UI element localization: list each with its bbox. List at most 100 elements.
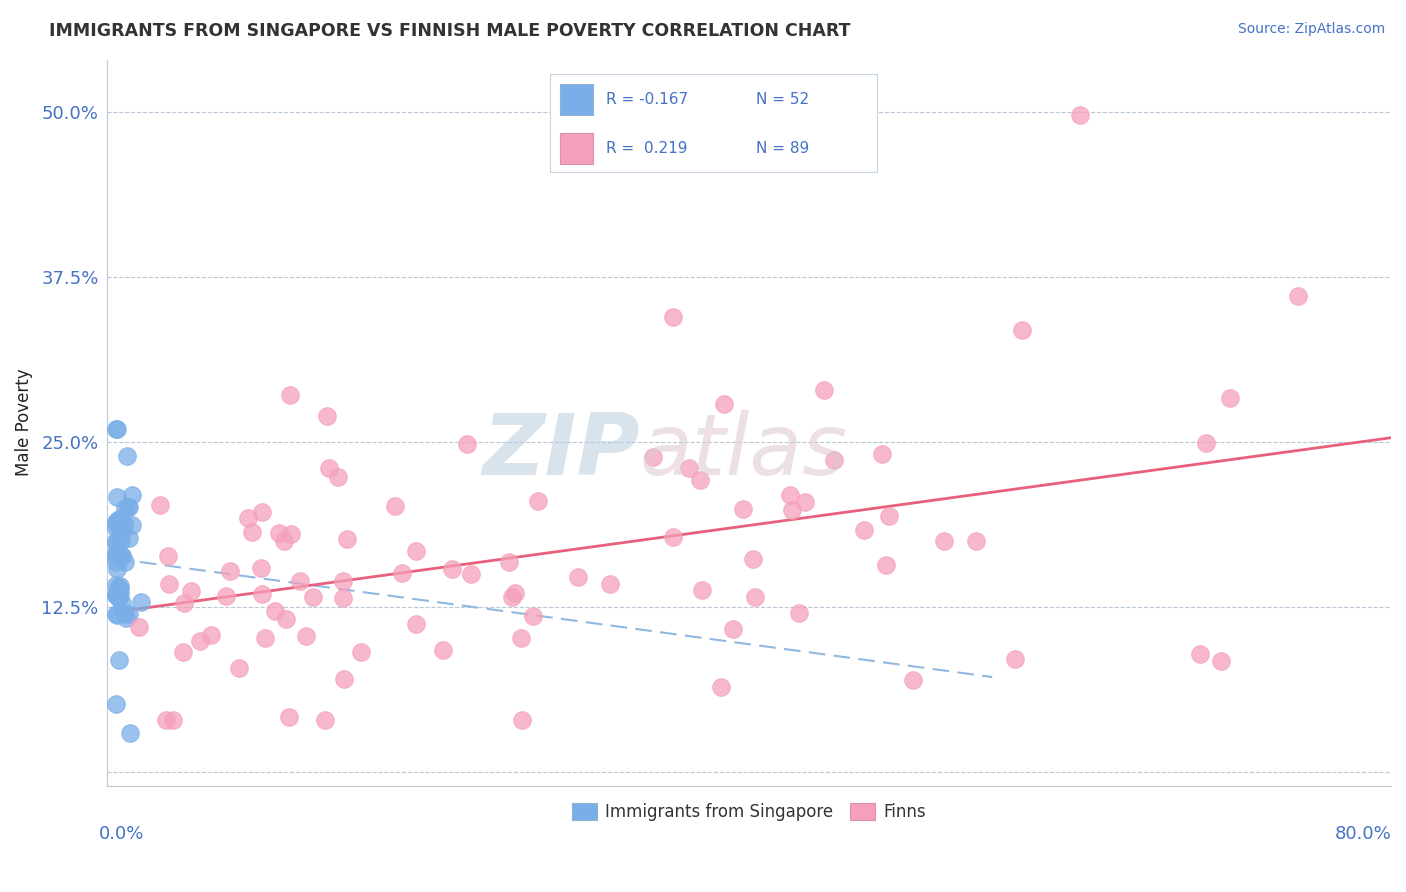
Point: [391, 566, 413, 580]
Point: [1219, 391, 1241, 405]
Point: [315, 713, 337, 727]
Point: [108, 579, 131, 593]
Point: [110, 527, 132, 541]
Point: [780, 503, 803, 517]
Point: [188, 634, 211, 648]
Point: [1194, 436, 1216, 450]
Point: [721, 622, 744, 636]
Point: [731, 501, 754, 516]
Point: [252, 587, 274, 601]
Point: [110, 534, 132, 549]
Point: [384, 499, 406, 513]
Point: [105, 521, 128, 535]
Point: [875, 558, 897, 573]
Point: [503, 585, 526, 599]
Point: [118, 500, 141, 514]
Point: [301, 590, 323, 604]
Point: [793, 495, 815, 509]
Point: [901, 673, 924, 687]
Point: [111, 596, 134, 610]
Point: [180, 583, 202, 598]
Point: [713, 397, 735, 411]
Point: [318, 460, 340, 475]
Point: [108, 547, 131, 561]
Point: [156, 549, 179, 564]
Point: [108, 512, 131, 526]
Point: [510, 631, 533, 645]
Point: [316, 409, 339, 424]
Point: [787, 606, 810, 620]
Point: [155, 713, 177, 727]
Point: [112, 517, 135, 532]
Point: [105, 555, 128, 569]
Point: [104, 534, 127, 549]
Point: [236, 510, 259, 524]
Point: [107, 653, 129, 667]
Point: [121, 518, 143, 533]
Point: [522, 609, 544, 624]
Point: [250, 561, 273, 575]
Point: [678, 461, 700, 475]
Point: [405, 544, 427, 558]
Point: [104, 536, 127, 550]
Point: [112, 516, 135, 530]
Point: [104, 588, 127, 602]
Point: [108, 587, 131, 601]
Point: [172, 645, 194, 659]
Text: Source: ZipAtlas.com: Source: ZipAtlas.com: [1237, 22, 1385, 37]
Point: [104, 588, 127, 602]
Point: [107, 582, 129, 596]
Legend: Immigrants from Singapore, Finns: Immigrants from Singapore, Finns: [565, 797, 932, 828]
Point: [254, 631, 277, 645]
Point: [105, 515, 128, 529]
Point: [104, 549, 127, 563]
Text: 80.0%: 80.0%: [1334, 825, 1391, 844]
Point: [662, 530, 685, 544]
Point: [118, 607, 141, 622]
Point: [460, 566, 482, 581]
Point: [240, 525, 263, 540]
Point: [108, 530, 131, 544]
Point: [105, 422, 128, 436]
Point: [111, 549, 134, 563]
Point: [128, 619, 150, 633]
Point: [870, 447, 893, 461]
Point: [105, 585, 128, 599]
Point: [440, 562, 463, 576]
Point: [432, 642, 454, 657]
Point: [823, 453, 845, 467]
Point: [1188, 647, 1211, 661]
Point: [273, 533, 295, 548]
Text: atlas: atlas: [640, 410, 848, 493]
Point: [114, 555, 136, 569]
Point: [1004, 652, 1026, 666]
Point: [263, 604, 285, 618]
Point: [332, 591, 354, 606]
Point: [689, 473, 711, 487]
Point: [599, 577, 621, 591]
Text: ZIP: ZIP: [482, 410, 640, 493]
Point: [1286, 289, 1309, 303]
Point: [115, 610, 138, 624]
Text: IMMIGRANTS FROM SINGAPORE VS FINNISH MALE POVERTY CORRELATION CHART: IMMIGRANTS FROM SINGAPORE VS FINNISH MAL…: [49, 22, 851, 40]
Point: [1069, 108, 1091, 122]
Point: [276, 612, 298, 626]
Point: [118, 725, 141, 739]
Point: [501, 590, 523, 604]
Point: [852, 524, 875, 538]
Point: [114, 607, 136, 621]
Point: [288, 574, 311, 588]
Point: [934, 534, 956, 549]
Point: [280, 527, 302, 541]
Point: [115, 449, 138, 463]
Point: [219, 564, 242, 578]
Point: [278, 388, 301, 402]
Point: [105, 490, 128, 504]
Point: [215, 589, 238, 603]
Point: [690, 582, 713, 597]
Point: [104, 697, 127, 711]
Point: [498, 555, 520, 569]
Point: [813, 383, 835, 397]
Point: [641, 450, 664, 464]
Point: [405, 617, 427, 632]
